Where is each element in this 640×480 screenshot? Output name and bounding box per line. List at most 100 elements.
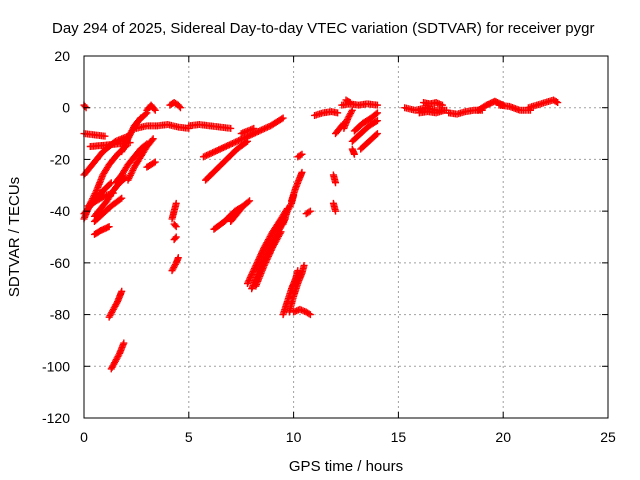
data-point (212, 147, 220, 155)
data-point (206, 150, 214, 158)
data-point (216, 145, 224, 153)
data-point (171, 221, 179, 229)
data-point (305, 310, 313, 318)
y-tick-label: -20 (50, 151, 70, 167)
data-point (347, 108, 355, 116)
data-point (334, 109, 342, 117)
y-tick-label: -120 (42, 410, 70, 426)
data-point (149, 135, 157, 143)
data-point (287, 201, 295, 209)
data-point (300, 261, 308, 269)
y-tick-label: -80 (50, 307, 70, 323)
y-tick-label: -100 (42, 358, 70, 374)
data-point (225, 141, 233, 149)
data-point (201, 152, 209, 160)
data-point (236, 136, 244, 144)
data-point (373, 130, 381, 138)
data-point (260, 125, 268, 133)
data-point (243, 137, 251, 145)
data-point (118, 194, 126, 202)
data-point (554, 99, 562, 107)
data-point (552, 98, 560, 106)
data-point (279, 114, 287, 122)
data-point (215, 146, 223, 154)
data-point (231, 138, 239, 146)
data-point (125, 174, 133, 182)
data-point (176, 104, 184, 112)
data-point (172, 233, 180, 241)
data-point (345, 98, 353, 106)
data-point (305, 208, 313, 216)
data-point (276, 229, 284, 237)
data-point (106, 180, 114, 188)
data-point (233, 137, 241, 145)
data-point (348, 106, 356, 114)
data-point (277, 228, 285, 236)
chart-title: Day 294 of 2025, Sidereal Day-to-day VTE… (52, 20, 594, 37)
data-point (118, 287, 126, 295)
data-point (230, 139, 238, 147)
data-point (101, 132, 109, 140)
data-point (254, 127, 262, 135)
data-point (251, 129, 259, 137)
plot-frame (83, 55, 609, 419)
data-point (142, 110, 150, 118)
y-tick-label: -40 (50, 203, 70, 219)
data-point (151, 158, 159, 166)
data-point (204, 151, 212, 159)
data-point (203, 151, 211, 159)
x-tick-label: 0 (80, 429, 88, 445)
data-point (92, 188, 100, 196)
data-point (228, 139, 236, 147)
data-point (224, 142, 232, 150)
x-tick-label: 25 (600, 429, 616, 445)
data-point (172, 223, 180, 231)
data-point (118, 148, 126, 156)
data-point (373, 109, 381, 117)
data-point (257, 126, 265, 134)
data-point (278, 115, 286, 123)
data-point (372, 110, 380, 118)
data-point (253, 128, 261, 136)
data-point (127, 170, 135, 178)
data-point (121, 141, 129, 149)
y-tick-label: 20 (54, 48, 70, 64)
data-point (262, 124, 270, 132)
x-tick-label: 5 (185, 429, 193, 445)
data-point (213, 146, 221, 154)
y-tick-label: 0 (62, 100, 70, 116)
data-point (124, 176, 132, 184)
data-point (151, 106, 159, 114)
data-point (81, 102, 89, 110)
data-point (259, 125, 267, 133)
data-point (150, 105, 158, 113)
data-point (242, 138, 250, 146)
data-point (119, 146, 127, 154)
data-point (306, 311, 314, 319)
data-point (346, 99, 354, 107)
data-point (171, 234, 179, 242)
data-point (227, 140, 235, 148)
data-point (222, 142, 230, 150)
data-point (221, 143, 229, 151)
data-point (129, 166, 137, 174)
data-point (256, 127, 264, 135)
x-tick-label: 15 (391, 429, 407, 445)
data-point (119, 144, 127, 152)
data-point (298, 150, 306, 158)
data-point (373, 117, 381, 125)
data-point (246, 197, 254, 205)
data-point (372, 131, 380, 139)
data-point (100, 192, 108, 200)
data-point (120, 143, 128, 151)
data-point (175, 102, 183, 110)
data-point (441, 106, 449, 114)
data-point (298, 168, 306, 176)
y-axis-title: SDTVAR / TECUs (6, 177, 23, 297)
data-point (372, 118, 380, 126)
data-point (263, 123, 271, 131)
y-tick-labels: 20 0 -20 -40 -60 -80 -100 -120 (42, 48, 70, 426)
data-point (105, 223, 113, 231)
data-points (80, 96, 562, 373)
